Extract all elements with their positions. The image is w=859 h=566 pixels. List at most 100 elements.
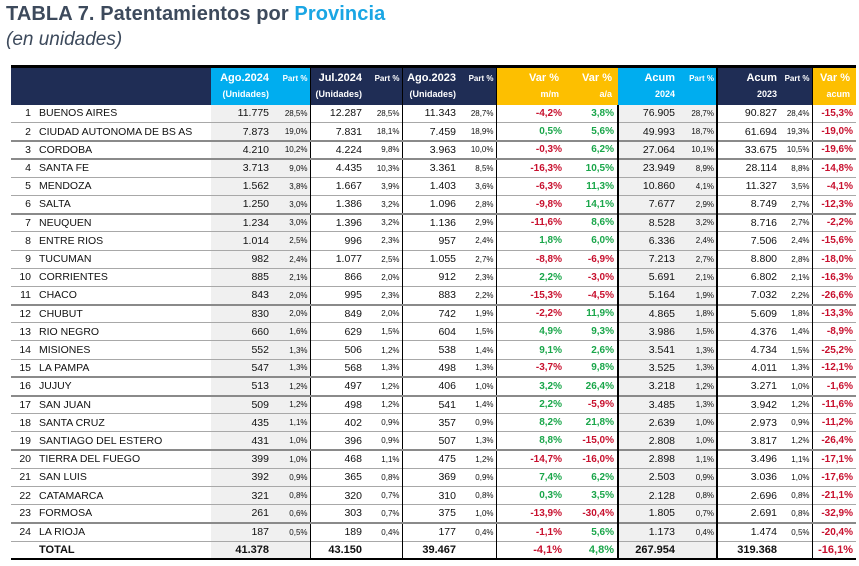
cell-aa: 9,8% <box>591 362 614 374</box>
table-row: 13 RIO NEGRO 660 1,6% 629 1,5% 604 1,5% 4,9% 9,3%… <box>11 322 856 341</box>
cell-ac24: 2.639 <box>617 413 681 432</box>
cell-ac24: 2.128 <box>617 486 681 505</box>
cell-ago24: 399 <box>211 450 275 469</box>
cell-p1: 28,5% <box>275 104 310 123</box>
cell-p1: 2,1% <box>275 268 310 287</box>
cell-mm: -9,8% <box>495 195 565 214</box>
cell-ago23: 375 <box>401 504 462 523</box>
cell-n: 11 <box>20 289 31 302</box>
cell-n: 20 <box>19 453 31 466</box>
cell-p5: 2,7% <box>791 199 810 209</box>
cell-jul24: 498 <box>309 395 368 414</box>
cell-p2: 28,5% <box>376 108 400 118</box>
cell-n: 12 <box>19 307 31 320</box>
cell-aa: -15,0% <box>582 435 614 447</box>
cell-ago23: 3.361 <box>401 159 462 178</box>
cell-p1: 10,2% <box>275 140 310 160</box>
cell-ago23: 177 <box>401 522 462 541</box>
cell-jul24: 849 <box>309 304 368 323</box>
cell-ac24: 6.336 <box>617 231 681 250</box>
cell-p1: 19,0% <box>275 122 310 141</box>
cell-ago23: 742 <box>401 304 462 323</box>
cell-vac: -2,2% <box>811 213 856 232</box>
cell-vac: -13,3% <box>811 304 856 323</box>
cell-name: MISIONES <box>39 344 91 357</box>
cell-p3: 0,9% <box>475 418 494 428</box>
cell-mm: 8,8% <box>495 431 565 451</box>
cell-p2: 1,2% <box>381 345 400 355</box>
table-row: 2 CIUDAD AUTONOMA DE BS AS 7.873 19,0% 7.831… <box>11 122 856 141</box>
cell-name: SANTA CRUZ <box>39 416 105 429</box>
cell-p3: 0,8% <box>475 491 494 501</box>
cell-p2: 1,3% <box>381 363 400 373</box>
cell-p4: 1,8% <box>681 304 717 323</box>
cell-p4: 1,3% <box>681 395 717 414</box>
cell-aa: 3,8% <box>591 107 614 119</box>
cell-ac24: 1.173 <box>617 522 681 541</box>
cell-aa: -4,5% <box>587 289 614 301</box>
cell-ago23: 7.459 <box>401 122 462 141</box>
cell-p5: 1,3% <box>791 363 810 373</box>
cell-ago23: 604 <box>401 322 462 341</box>
cell-aa: -30,4% <box>582 507 614 519</box>
cell-vac: -21,1% <box>811 486 856 505</box>
cell-p2: 1,2% <box>381 400 400 410</box>
cell-p2: 2,0% <box>381 272 400 282</box>
cell-mm: -16,3% <box>495 159 565 178</box>
total-ac24: 267.954 <box>617 541 681 560</box>
cell-ago24: 187 <box>211 522 275 541</box>
cell-mm: 8,2% <box>495 413 565 432</box>
cell-mm: 7,4% <box>495 468 565 487</box>
cell-p4: 0,8% <box>681 486 717 505</box>
cell-ac24: 3.986 <box>617 322 681 341</box>
cell-n: 19 <box>19 434 31 447</box>
cell-p1: 1,2% <box>275 377 310 396</box>
total-empty <box>275 541 310 560</box>
patentamientos-table: Ago.2024 (Unidades) Part % Jul.2024 (Unida… <box>11 65 856 560</box>
table-row: 18 SANTA CRUZ 435 1,1% 402 0,9% 357 0,9% 8,2% 21,… <box>11 413 856 432</box>
cell-ago23: 507 <box>401 431 462 451</box>
cell-n: 22 <box>19 489 31 502</box>
cell-p1: 9,0% <box>275 159 310 178</box>
cell-n: 14 <box>19 344 31 357</box>
cell-ago24: 552 <box>211 340 275 360</box>
cell-p2: 0,9% <box>381 418 400 428</box>
cell-n: 18 <box>19 416 31 429</box>
cell-ago23: 1.055 <box>401 250 462 269</box>
cell-name: CHACO <box>39 289 77 302</box>
cell-ago24: 1.562 <box>211 177 275 196</box>
cell-p2: 9,8% <box>381 145 400 155</box>
table-row: 12 CHUBUT 830 2,0% 849 2,0% 742 1,9% -2,2% 11,9% 4… <box>11 304 856 323</box>
cell-mm: 2,2% <box>495 268 565 287</box>
cell-ac23: 8.749 <box>716 195 783 214</box>
total-aa: 4,8% <box>588 543 614 556</box>
cell-p5: 1,5% <box>791 345 810 355</box>
header-part-ago2023: Part % <box>462 65 496 105</box>
header-acum2023: Acum 2023 <box>716 65 783 105</box>
cell-ago24: 392 <box>211 468 275 487</box>
cell-aa: 5,6% <box>591 126 614 138</box>
cell-p1: 2,0% <box>275 304 310 323</box>
total-ago23: 39.467 <box>401 541 462 560</box>
cell-ago24: 830 <box>211 304 275 323</box>
cell-vac: -4,1% <box>811 177 856 196</box>
cell-ago23: 369 <box>401 468 462 487</box>
table-row: 8 ENTRE RIOS 1.014 2,5% 996 2,3% 957 2,4% 1,8% 6,… <box>11 231 856 250</box>
cell-mm: -14,7% <box>495 450 565 469</box>
cell-vac: -18,0% <box>811 250 856 269</box>
table-row: 7 NEUQUEN 1.234 3,0% 1.396 3,2% 1.136 2,9% -11,6… <box>11 213 856 232</box>
cell-ac23: 2.973 <box>716 413 783 432</box>
cell-mm: 0,5% <box>495 122 565 141</box>
table-row: 4 SANTA FE 3.713 9,0% 4.435 10,3% 3.361 8,5% -16… <box>11 159 856 178</box>
cell-n: 15 <box>19 361 31 374</box>
cell-ac24: 3.485 <box>617 395 681 414</box>
cell-name: ENTRE RIOS <box>39 234 104 247</box>
cell-mm: 0,3% <box>495 486 565 505</box>
cell-n: 4 <box>25 162 31 175</box>
cell-p3: 1,0% <box>475 381 494 391</box>
cell-vac: -8,9% <box>811 322 856 341</box>
cell-p3: 1,9% <box>475 309 494 319</box>
cell-vac: -12,1% <box>811 359 856 378</box>
cell-p5: 10,5% <box>786 145 810 155</box>
cell-n: 21 <box>19 471 31 484</box>
